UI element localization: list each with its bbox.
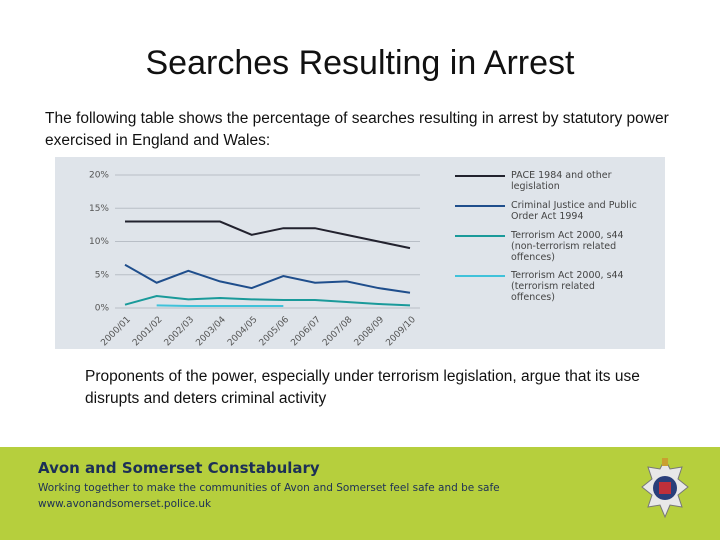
series-line xyxy=(125,220,411,250)
series-line xyxy=(124,263,411,294)
x-tick-label: 2006/07 xyxy=(289,315,323,349)
legend-label: Terrorism Act 2000, s44 (terrorism relat… xyxy=(511,270,624,303)
footer-band: Avon and Somerset Constabulary Working t… xyxy=(0,447,720,540)
chart-panel: 0% 5% 10% 15% 20% 2000/01 2001/02 2002/03 2003/0… xyxy=(55,157,665,349)
organization-name: Avon and Somerset Constabulary xyxy=(38,459,320,477)
police-badge xyxy=(641,457,689,519)
x-tick-label: 2003/04 xyxy=(194,315,228,349)
legend-label: PACE 1984 and other legislation xyxy=(511,170,612,192)
legend-swatch xyxy=(455,275,505,277)
x-tick-label: 2008/09 xyxy=(353,315,387,349)
legend-label: Terrorism Act 2000, s44 (non-terrorism r… xyxy=(511,230,624,263)
x-tick-label: 2002/03 xyxy=(163,315,197,349)
series-line xyxy=(156,304,284,308)
y-tick-label: 20% xyxy=(89,171,109,181)
body-text: Proponents of the power, especially unde… xyxy=(85,368,640,407)
series-line xyxy=(124,295,411,307)
x-tick-label: 2005/06 xyxy=(258,315,292,349)
website: www.avonandsomerset.police.uk xyxy=(38,498,212,510)
intro-text: The following table shows the percentage… xyxy=(45,110,669,149)
x-tick-label: 2004/05 xyxy=(226,315,260,349)
x-tick-label: 2000/01 xyxy=(99,315,133,349)
x-tick-label: 2001/02 xyxy=(131,315,165,349)
y-tick-label: 5% xyxy=(95,270,110,280)
y-tick-label: 0% xyxy=(95,304,110,314)
slide-title: Searches Resulting in Arrest xyxy=(145,44,575,82)
x-tick-label: 2007/08 xyxy=(321,315,355,349)
chart: 0% 5% 10% 15% 20% 2000/012001/022002/032003/0… xyxy=(89,171,420,349)
y-tick-label: 15% xyxy=(89,204,109,214)
legend-swatch xyxy=(455,205,505,207)
legend-label: Criminal Justice and Public Order Act 19… xyxy=(511,200,637,222)
x-tick-label: 2009/10 xyxy=(384,315,418,349)
legend-swatch xyxy=(455,175,505,177)
tagline: Working together to make the communities… xyxy=(38,482,500,494)
y-tick-label: 10% xyxy=(89,237,109,247)
legend-swatch xyxy=(455,235,505,237)
